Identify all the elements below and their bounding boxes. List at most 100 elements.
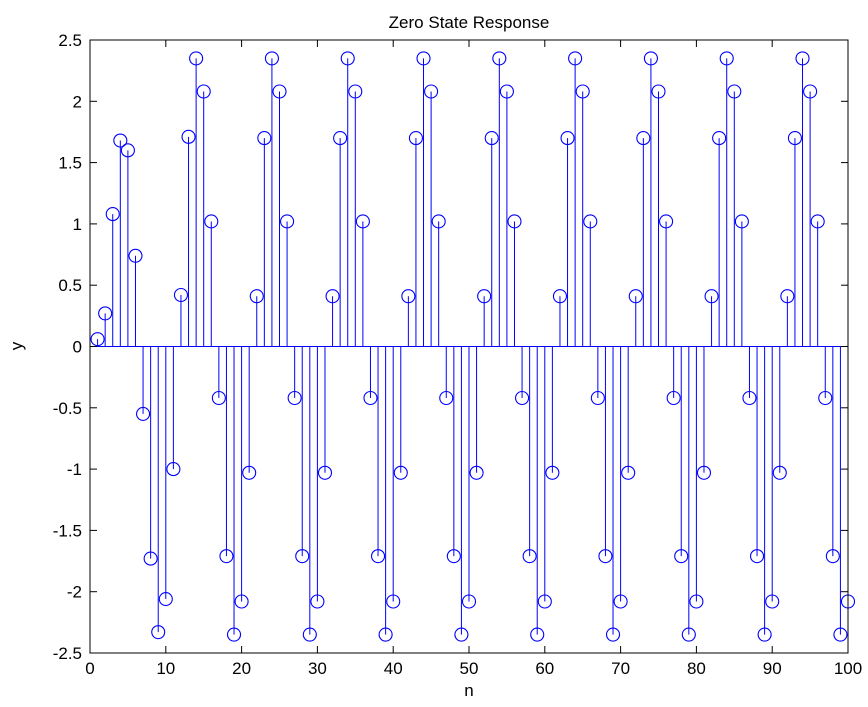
stem-marker	[522, 549, 537, 564]
stem-marker	[651, 84, 666, 99]
stem-marker	[310, 594, 325, 609]
y-tick-label: -0.5	[53, 399, 82, 418]
stem-marker	[765, 594, 780, 609]
stem-marker	[272, 84, 287, 99]
stem-marker	[98, 306, 113, 321]
stem-marker	[355, 214, 370, 229]
stem-marker	[128, 248, 143, 263]
stem-marker	[621, 465, 636, 480]
stem-marker	[317, 465, 333, 480]
stem-marker	[196, 84, 211, 99]
stem-marker	[295, 549, 310, 564]
stem-marker	[408, 131, 423, 146]
stem-marker	[113, 133, 128, 148]
stem-marker	[211, 390, 226, 406]
stem-marker	[492, 51, 507, 66]
y-tick-label: 2.5	[58, 31, 82, 50]
stem-marker	[158, 592, 173, 607]
stem-marker	[795, 51, 810, 66]
stem-marker	[166, 462, 181, 477]
stem-marker	[636, 131, 651, 146]
stem-marker	[833, 627, 848, 642]
stem-marker	[234, 594, 249, 609]
x-tick-label: 0	[85, 659, 94, 678]
x-tick-label: 10	[156, 659, 175, 678]
markers	[90, 51, 856, 642]
stem-marker	[681, 627, 696, 642]
stem-marker	[560, 131, 575, 146]
stem-marker	[386, 594, 401, 609]
stem-marker	[143, 551, 158, 566]
stem-marker	[643, 51, 658, 66]
stem-marker	[469, 465, 484, 480]
stem-marker	[575, 84, 590, 99]
stem-marker	[772, 465, 787, 480]
stem-marker	[537, 594, 552, 609]
stem-marker	[583, 214, 598, 229]
stem-marker	[302, 627, 317, 642]
stem-marker	[696, 465, 712, 480]
y-tick-label: 0	[73, 338, 82, 357]
x-ticks: 0 10 20 30 40 50 60 70 80 90 100	[85, 40, 862, 678]
stem-marker	[393, 465, 408, 480]
stem-marker	[181, 129, 196, 144]
stem-marker	[249, 289, 264, 304]
stem-marker	[136, 406, 151, 421]
stem-marker	[545, 465, 560, 480]
y-tick-label: -2	[67, 583, 82, 602]
stem-marker	[151, 625, 166, 640]
x-tick-label: 30	[308, 659, 327, 678]
stem-marker	[226, 627, 242, 642]
stem-marker	[484, 131, 499, 146]
stem-marker	[454, 627, 469, 642]
stem-marker	[204, 214, 219, 229]
x-tick-label: 40	[384, 659, 403, 678]
stem-marker	[189, 51, 204, 66]
stem-marker	[749, 549, 765, 564]
stem-marker	[280, 214, 295, 229]
stem-marker	[257, 131, 272, 146]
stem-marker	[568, 51, 583, 66]
x-tick-label: 50	[460, 659, 479, 678]
x-axis-label: n	[464, 681, 473, 700]
y-tick-label: 1	[73, 215, 82, 234]
stem-marker	[674, 549, 689, 564]
stem-marker	[530, 627, 545, 642]
chart-title: Zero State Response	[389, 13, 550, 32]
y-tick-label: -1.5	[53, 521, 82, 540]
stem-marker	[515, 390, 530, 406]
y-axis-label: y	[7, 341, 26, 350]
stem-marker	[590, 390, 605, 406]
stem-marker	[242, 465, 257, 480]
stem-marker	[333, 131, 348, 146]
y-ticks: -2.5 -2 -1.5 -1 -0.5 0 0.5 1 1.5 2 2.5	[53, 31, 848, 663]
stem-marker	[477, 289, 492, 304]
y-tick-label: 1.5	[58, 154, 82, 173]
x-tick-label: 60	[535, 659, 554, 678]
stem-marker	[416, 51, 431, 66]
stem-marker	[363, 390, 378, 406]
stem-marker	[424, 84, 439, 99]
x-tick-label: 100	[834, 659, 862, 678]
y-tick-label: -1	[67, 460, 82, 479]
stem-marker	[712, 131, 727, 146]
x-tick-label: 20	[232, 659, 251, 678]
stem-marker	[598, 549, 613, 564]
stem-marker	[734, 214, 749, 229]
stem-marker	[803, 84, 818, 99]
stem-marker	[499, 84, 514, 99]
stem-marker	[401, 289, 416, 304]
stems	[97, 58, 849, 635]
stem-marker	[757, 627, 772, 642]
stem-marker	[605, 627, 621, 642]
stem-marker	[613, 594, 628, 609]
stem-marker	[446, 549, 461, 564]
x-tick-label: 70	[611, 659, 630, 678]
stem-marker	[628, 289, 643, 304]
x-tick-label: 80	[687, 659, 706, 678]
stem-marker	[348, 84, 363, 99]
y-tick-label: 0.5	[58, 276, 82, 295]
stem-marker	[666, 390, 681, 406]
stem-marker	[173, 287, 189, 303]
stem-marker	[818, 390, 833, 406]
